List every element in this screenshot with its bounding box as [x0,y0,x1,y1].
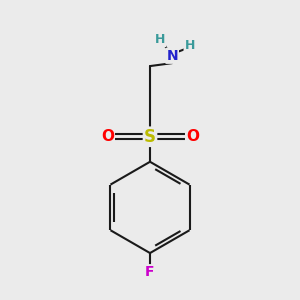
Text: H: H [155,33,166,46]
Text: O: O [186,129,199,144]
Text: N: N [166,49,178,63]
Text: S: S [144,128,156,146]
Text: H: H [184,39,195,52]
Text: O: O [101,129,114,144]
Text: F: F [145,265,155,279]
